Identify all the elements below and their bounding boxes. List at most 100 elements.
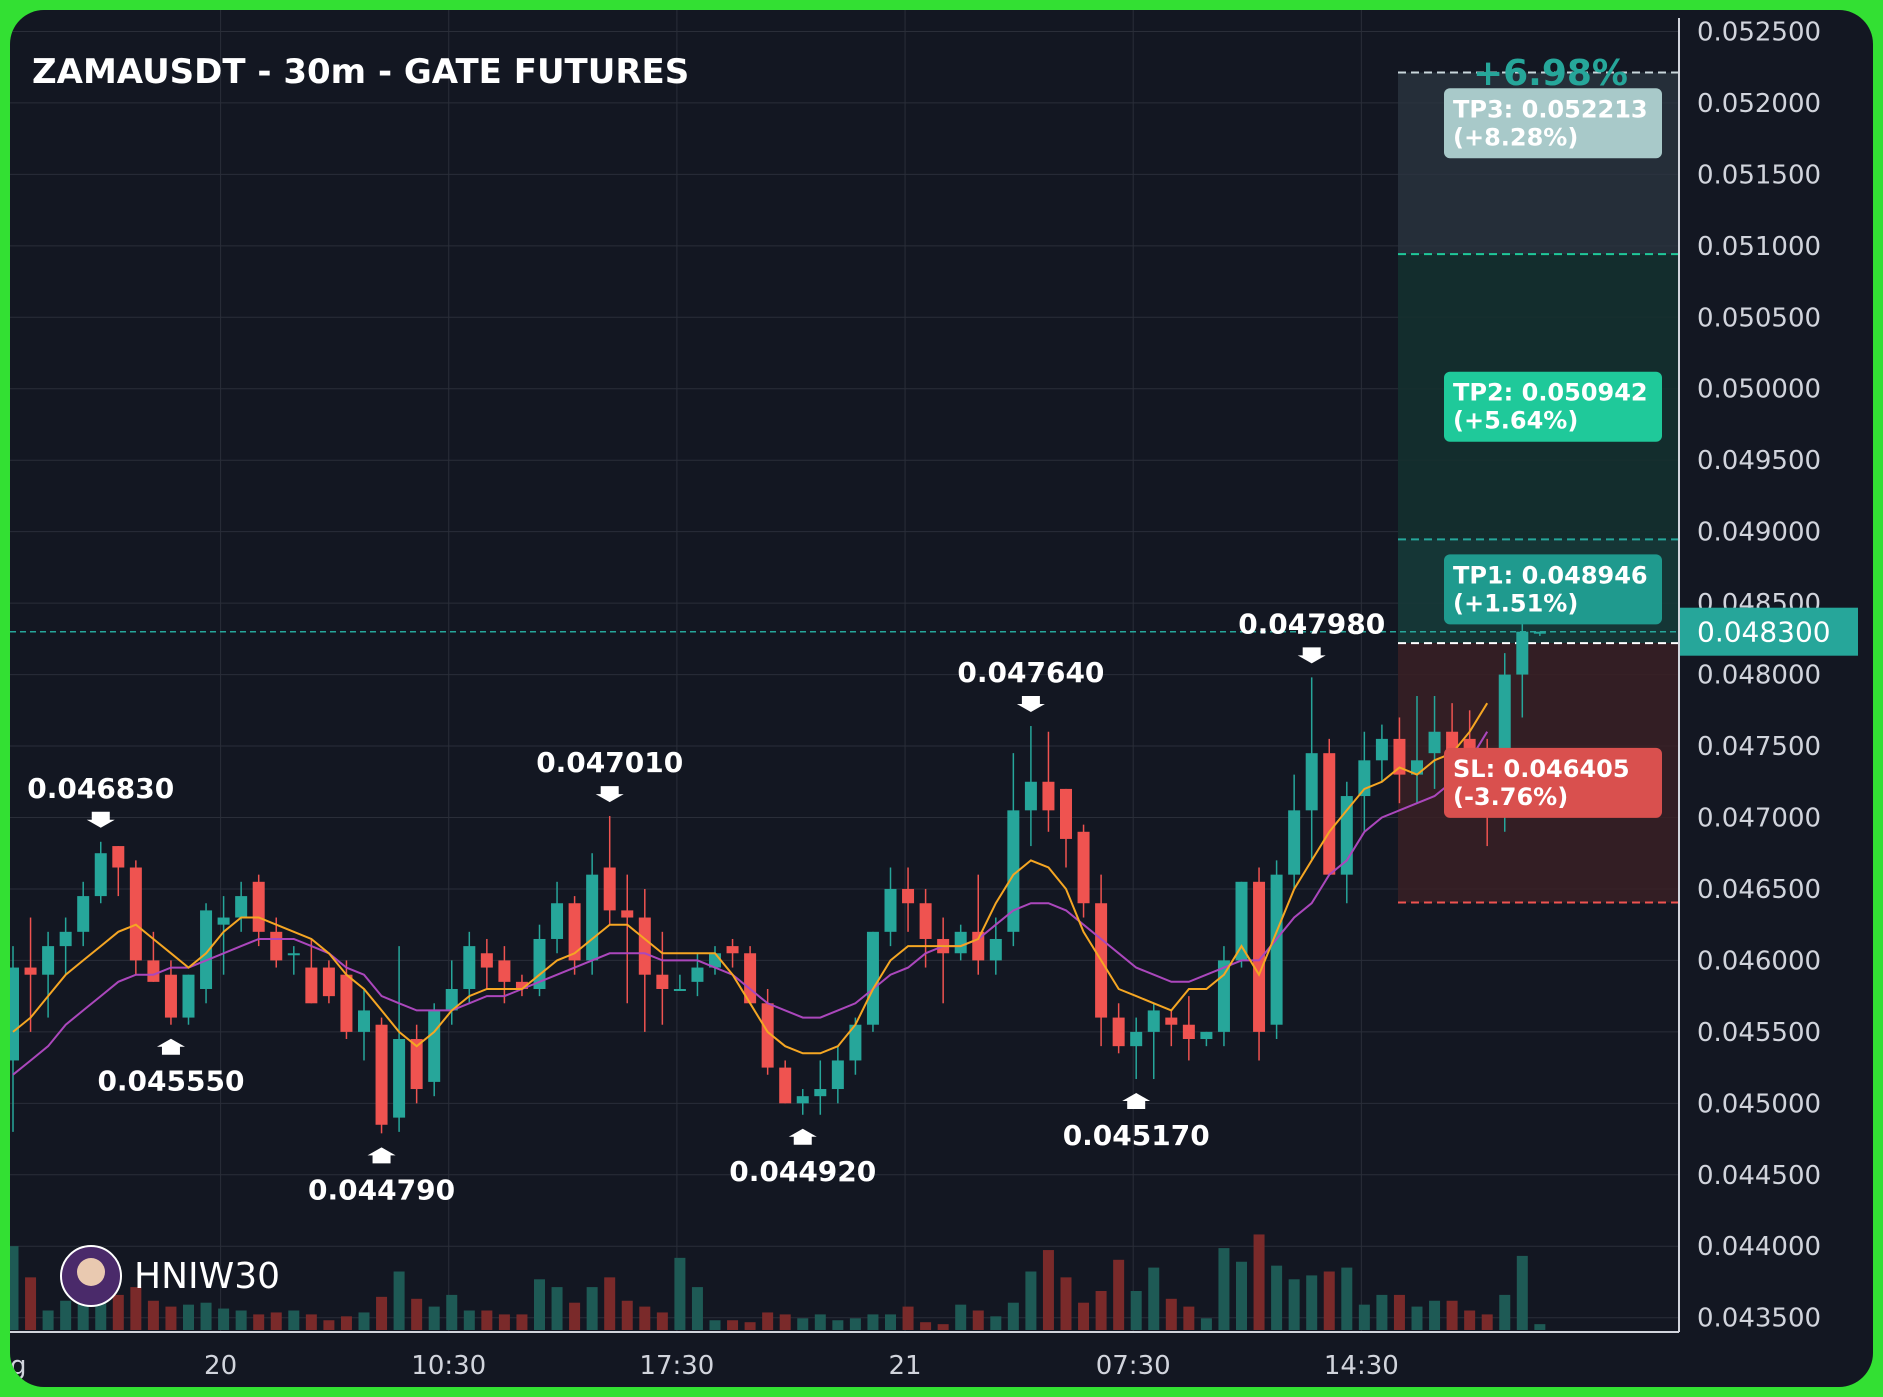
candle-body [656,974,669,989]
candle-body [1024,781,1037,811]
volume-bar [1288,1279,1300,1330]
price-tick-label: 0.049000 [1697,518,1821,548]
price-tick-label: 0.043500 [1697,1304,1821,1334]
price-chart[interactable]: 0.046830 0.045550 0.044790 0.047010 0.044920… [10,10,1873,1387]
watermark-text: HNIW30 [134,1256,280,1297]
moving-averages [12,702,1489,1076]
candle-body [568,903,581,961]
volume-bar [1341,1267,1353,1330]
volume-bar [1113,1259,1125,1330]
volume-bar [183,1304,194,1330]
volume-bar [10,1246,19,1330]
candle-body [129,867,142,961]
price-tick-label: 0.045500 [1697,1018,1821,1048]
arrow-down-icon [1297,647,1326,664]
ema-fast-line [12,702,1489,1055]
arrow-up-icon [156,1038,185,1055]
candlesticks [10,581,1546,1134]
candle-body [410,1039,423,1090]
target-label: TP2: 0.050942 [1453,379,1648,407]
peak-labels: 0.046830 0.045550 0.044790 0.047010 0.044920… [27,607,1385,1206]
volume-bar [1516,1255,1528,1330]
trough-label: 0.045550 [97,1065,244,1098]
price-tick-label: 0.046500 [1697,875,1821,905]
volume-bar [253,1314,265,1330]
candle-body [358,1010,370,1032]
volume-bar [955,1304,967,1330]
candle-body [1235,881,1248,961]
volume-bar [1499,1294,1511,1330]
candle-body [480,953,493,968]
price-tick-label: 0.045000 [1697,1089,1821,1119]
volume-bar [1429,1300,1441,1330]
candle-body [200,910,213,989]
candle-body [902,888,915,904]
candle-body [1007,810,1020,932]
price-tick-label: 0.048000 [1697,661,1821,691]
volume-bar [1534,1324,1546,1330]
volume-bar [1271,1265,1283,1330]
candle-body [1147,1010,1160,1032]
target-labels: TP3: 0.052213(+8.28%) TP2: 0.050942(+5.64… [1444,88,1662,818]
candle-body [305,967,318,1004]
candle-body [919,903,932,939]
price-tick-label: 0.052000 [1697,89,1821,119]
volume-bar [1306,1275,1318,1330]
volume-bar [779,1314,791,1330]
volume-bar [709,1320,721,1330]
peak-label: 0.046830 [27,772,174,805]
candle-body [796,1096,809,1104]
volume-bar [1253,1234,1265,1330]
candle-body [182,974,195,1018]
volume-bar [814,1314,826,1330]
candle-body [1393,738,1406,775]
volume-bar [323,1320,335,1330]
candle-body [340,974,353,1032]
candle-body [884,888,897,932]
candle-body [989,938,1002,961]
price-tick-label: 0.046000 [1697,946,1821,976]
arrow-up-icon [788,1128,817,1145]
candle-body [1358,760,1371,797]
time-tick-label: 20 [204,1351,237,1381]
candle-body [866,931,879,1025]
volume-bar [1130,1291,1142,1330]
price-tick-label: 0.052500 [1697,17,1821,47]
time-tick-label: 07:30 [1096,1351,1171,1381]
volume-bar [200,1302,212,1330]
price-axis[interactable]: 0.052500 0.052000 0.051500 0.051000 0.050500… [1678,17,1858,1334]
candle-body [621,910,634,918]
chart-frame: 0.046830 0.045550 0.044790 0.047010 0.044920… [10,10,1873,1387]
candle-body [551,903,564,939]
candle-body [726,946,739,954]
candle-body [1077,831,1090,904]
candle-body [1428,731,1441,754]
candle-body [1165,1017,1178,1025]
volume-bar [305,1314,317,1330]
target-label: TP1: 0.048946 [1453,561,1648,589]
candle-body [1200,1031,1213,1040]
volume-bar [112,1294,124,1330]
candle-body [77,896,90,932]
volume-bar [95,1287,107,1330]
volume-bar [1042,1250,1054,1330]
volume-bar [218,1308,230,1330]
candle-body [1217,960,1230,1032]
candle-body [147,960,160,982]
price-tick-label: 0.047500 [1697,732,1821,762]
current-price-label: 0.048300 [1697,616,1831,649]
candle-body [1042,781,1055,811]
volume-bar [1148,1267,1160,1330]
volume-bar [1025,1271,1037,1330]
candle-body [59,931,72,947]
candle-body [463,946,476,989]
arrow-down-icon [595,786,624,803]
volume-bar [235,1310,247,1330]
volume-bar [288,1310,300,1330]
time-axis[interactable]: g 20 10:30 17:30 21 07:30 14:30 [10,1331,1679,1381]
trough-label: 0.044920 [729,1155,876,1188]
volume-bar [551,1287,563,1330]
target-percent: (+1.51%) [1453,589,1578,617]
volume-bar [130,1287,142,1330]
volume-bar [1464,1310,1476,1330]
